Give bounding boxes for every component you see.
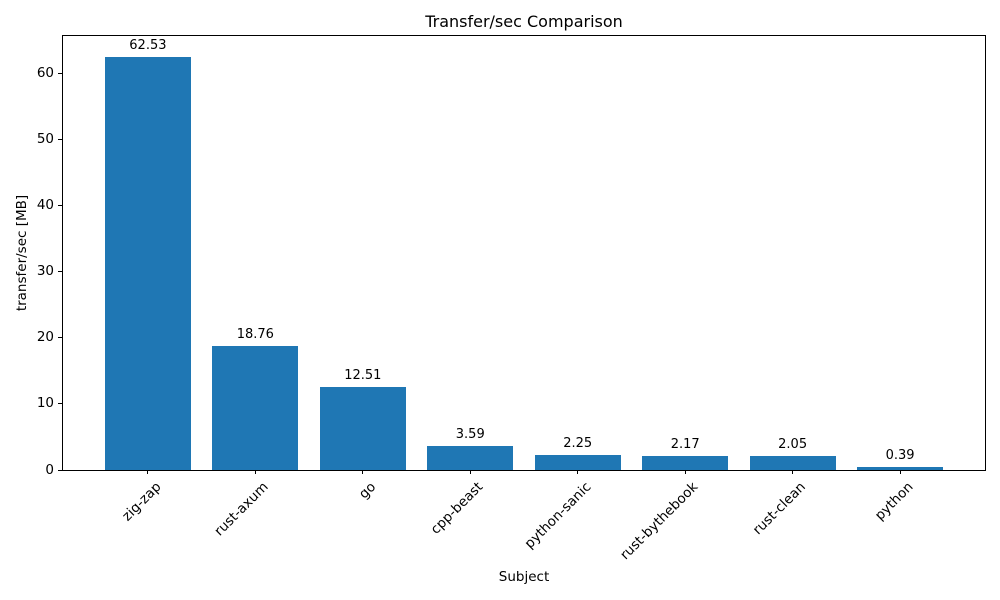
bar [427,446,514,470]
y-tick-label: 20 [36,329,54,346]
y-tick-label: 30 [36,263,54,280]
plot-area: 0 10 20 30 40 50 60 62.53 zig-zap 18.76 rust-axum 1… [37,35,986,563]
x-tick-label: rust-clean [749,479,809,539]
x-tick-mark [577,470,579,474]
bar [857,467,944,470]
y-tick-mark [58,139,62,140]
x-tick-label: zig-zap [118,479,165,525]
x-tick-mark [147,470,149,474]
y-axis-label: transfer/sec [MB] [14,137,30,311]
x-tick-label: rust-axum [211,479,272,540]
x-tick-mark [899,470,901,474]
x-tick-label: python [871,479,917,524]
bar [534,455,621,470]
y-tick-mark [58,403,62,405]
bar-value-label: 0.39 [885,448,915,464]
bar [642,455,729,470]
x-tick-label: rust-bythebook [617,479,702,564]
y-tick-mark [58,469,62,471]
bar-value-label: 12.51 [344,368,382,384]
bar-value-label: 2.17 [670,436,700,452]
x-tick-label: python-sanic [521,479,595,552]
chart-title: Transfer/sec Comparison [425,12,623,31]
x-tick-label: go [355,479,380,503]
bar-value-label: 62.53 [129,37,167,53]
x-tick-mark [362,470,364,474]
x-tick-label: cpp-beast [427,479,487,538]
bar [104,56,191,470]
bar [212,346,299,470]
bar [319,387,406,470]
y-tick-mark [58,271,62,273]
bar-value-label: 2.25 [563,436,593,452]
y-axis-label-text: transfer/sec [MB] [14,194,30,312]
x-tick-mark [254,470,256,474]
x-axis-label: Subject [498,569,550,585]
bar [749,456,836,470]
x-tick-mark [469,470,471,474]
x-tick-mark [792,470,794,474]
y-tick-mark [58,72,62,74]
y-tick-label: 60 [36,64,54,81]
plot-layers: 0 10 20 30 40 50 60 62.53 zig-zap 18.76 rust-axum 1… [37,36,985,563]
y-tick-mark [58,205,62,207]
y-tick-label: 50 [36,131,54,147]
y-tick-label: 0 [45,461,54,478]
x-tick-mark [684,470,686,474]
bar-value-label: 3.59 [455,427,485,443]
bar-value-label: 2.05 [778,437,808,453]
y-tick-label: 10 [36,395,54,412]
y-tick-label: 40 [36,197,54,214]
y-tick-mark [58,337,62,339]
bar-value-label: 18.76 [236,327,274,342]
